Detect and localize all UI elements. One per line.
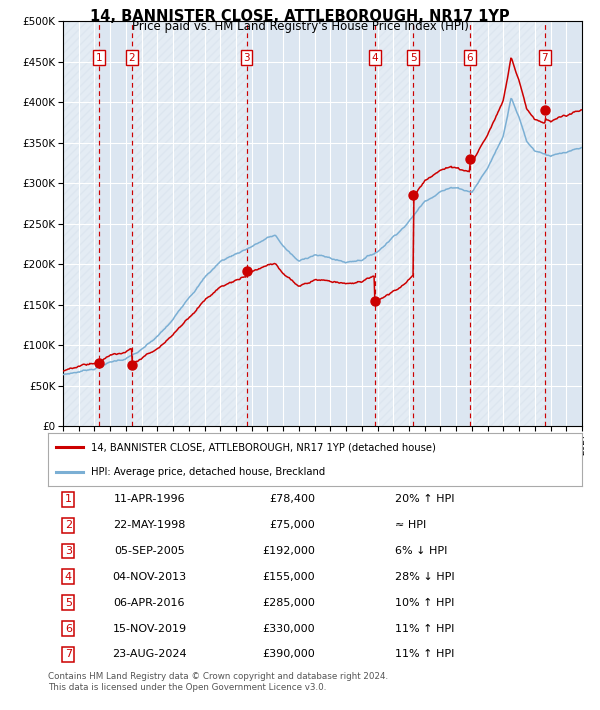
Text: £390,000: £390,000 (262, 650, 315, 660)
Text: 22-MAY-1998: 22-MAY-1998 (113, 520, 185, 530)
Text: 14, BANNISTER CLOSE, ATTLEBOROUGH, NR17 1YP (detached house): 14, BANNISTER CLOSE, ATTLEBOROUGH, NR17 … (91, 442, 436, 452)
Text: 04-NOV-2013: 04-NOV-2013 (112, 572, 187, 582)
Text: 7: 7 (542, 53, 548, 62)
Text: 6: 6 (65, 623, 72, 633)
Bar (375, 21, 413, 426)
Text: 1: 1 (65, 494, 72, 504)
Text: 11-APR-1996: 11-APR-1996 (113, 494, 185, 504)
Text: ≈ HPI: ≈ HPI (395, 520, 427, 530)
Text: 05-SEP-2005: 05-SEP-2005 (114, 546, 185, 556)
Text: 20% ↑ HPI: 20% ↑ HPI (395, 494, 455, 504)
Text: £192,000: £192,000 (262, 546, 315, 556)
Text: 14, BANNISTER CLOSE, ATTLEBOROUGH, NR17 1YP: 14, BANNISTER CLOSE, ATTLEBOROUGH, NR17 … (90, 9, 510, 23)
Text: £330,000: £330,000 (262, 623, 315, 633)
Text: 3: 3 (65, 546, 72, 556)
Text: 6% ↓ HPI: 6% ↓ HPI (395, 546, 448, 556)
Text: £285,000: £285,000 (262, 598, 315, 608)
Text: 15-NOV-2019: 15-NOV-2019 (112, 623, 187, 633)
Text: 23-AUG-2024: 23-AUG-2024 (112, 650, 187, 660)
Text: 4: 4 (371, 53, 378, 62)
Bar (132, 21, 247, 426)
Text: £75,000: £75,000 (269, 520, 315, 530)
Text: Contains HM Land Registry data © Crown copyright and database right 2024.
This d: Contains HM Land Registry data © Crown c… (48, 672, 388, 692)
Text: 6: 6 (467, 53, 473, 62)
Bar (63, 21, 99, 426)
Text: 11% ↑ HPI: 11% ↑ HPI (395, 623, 454, 633)
Text: 28% ↓ HPI: 28% ↓ HPI (395, 572, 455, 582)
Text: 4: 4 (65, 572, 72, 582)
Text: 10% ↑ HPI: 10% ↑ HPI (395, 598, 454, 608)
Text: 7: 7 (65, 650, 72, 660)
Text: £155,000: £155,000 (262, 572, 315, 582)
Text: £78,400: £78,400 (269, 494, 315, 504)
Text: 1: 1 (95, 53, 102, 62)
Text: HPI: Average price, detached house, Breckland: HPI: Average price, detached house, Brec… (91, 467, 325, 477)
Text: 11% ↑ HPI: 11% ↑ HPI (395, 650, 454, 660)
Text: Price paid vs. HM Land Registry's House Price Index (HPI): Price paid vs. HM Land Registry's House … (131, 20, 469, 33)
Text: 5: 5 (65, 598, 72, 608)
Text: 5: 5 (410, 53, 416, 62)
Text: 3: 3 (243, 53, 250, 62)
Text: 06-APR-2016: 06-APR-2016 (114, 598, 185, 608)
Text: 2: 2 (128, 53, 135, 62)
Text: 2: 2 (65, 520, 72, 530)
Bar (470, 21, 545, 426)
